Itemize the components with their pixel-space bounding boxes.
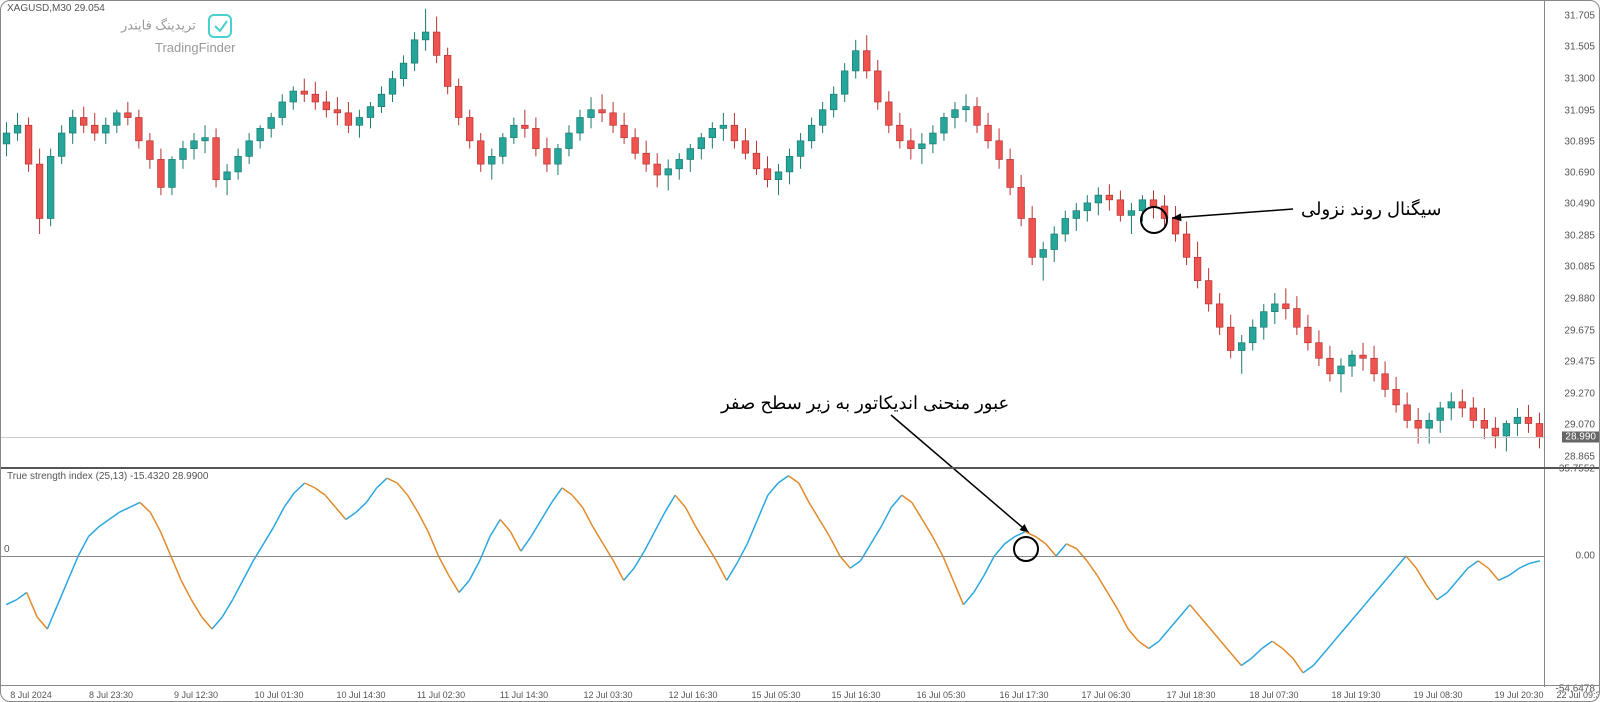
price-ytick: 30.490: [1564, 199, 1595, 210]
time-xtick: 10 Jul 14:30: [336, 690, 385, 700]
price-ytick: 29.070: [1564, 420, 1595, 431]
time-xtick: 11 Jul 02:30: [417, 690, 465, 700]
chart-container: XAGUSD,M30 29.054 تریدینگ فایندر Trading…: [0, 0, 1600, 702]
zero-line: [1, 556, 1544, 557]
tsi-chart: [1, 469, 1545, 689]
time-xtick: 22 Jul 09:30: [1556, 690, 1600, 700]
zero-label: 0: [4, 544, 10, 555]
price-ytick: 30.690: [1564, 168, 1595, 179]
price-y-axis: 28.990 31.705 31.505 31.300 31.095 30.895 30.…: [1543, 1, 1599, 467]
indicator-pane[interactable]: True strength index (25,13) -15.4320 28.…: [1, 467, 1545, 687]
time-xtick: 12 Jul 03:30: [583, 690, 632, 700]
time-xtick: 19 Jul 08:30: [1413, 690, 1462, 700]
time-xtick: 9 Jul 12:30: [174, 690, 218, 700]
time-x-axis: 8 Jul 2024 8 Jul 23:30 9 Jul 12:30 10 Jul 0…: [1, 685, 1600, 701]
current-price-line: [1, 437, 1544, 438]
price-ytick: 29.270: [1564, 388, 1595, 399]
time-xtick: 10 Jul 01:30: [254, 690, 303, 700]
price-ytick: 31.300: [1564, 73, 1595, 84]
circle-marker-price: [1140, 206, 1168, 234]
time-xtick: 12 Jul 16:30: [668, 690, 717, 700]
annotation-signal: سیگنال روند نزولی: [1301, 199, 1441, 220]
brand-logo: تریدینگ فایندر TradingFinder: [121, 11, 235, 55]
time-xtick: 17 Jul 06:30: [1081, 690, 1130, 700]
circle-marker-indicator: [1013, 536, 1039, 562]
logo-icon: [205, 11, 235, 41]
indicator-y-axis: 35.75520.00-54.6478: [1543, 467, 1599, 687]
price-ytick: 31.095: [1564, 105, 1595, 116]
price-ytick: 31.505: [1564, 41, 1595, 52]
price-ytick: 29.475: [1564, 357, 1595, 368]
time-xtick: 15 Jul 16:30: [831, 690, 880, 700]
symbol-label: XAGUSD,M30 29.054: [7, 3, 105, 14]
indicator-ytick: 0.00: [1576, 551, 1595, 562]
time-xtick: 11 Jul 14:30: [500, 690, 548, 700]
time-xtick: 18 Jul 19:30: [1331, 690, 1380, 700]
current-price-tag: 28.990: [1562, 432, 1599, 443]
time-xtick: 19 Jul 20:30: [1494, 690, 1543, 700]
price-ytick: 29.880: [1564, 294, 1595, 305]
time-xtick: 18 Jul 07:30: [1249, 690, 1298, 700]
time-xtick: 8 Jul 2024: [10, 690, 52, 700]
price-ytick: 30.285: [1564, 231, 1595, 242]
price-pane[interactable]: XAGUSD,M30 29.054 تریدینگ فایندر Trading…: [1, 1, 1545, 467]
time-xtick: 17 Jul 18:30: [1166, 690, 1215, 700]
annotation-cross: عبور منحنی اندیکاتور به زیر سطح صفر: [721, 393, 1009, 414]
price-ytick: 28.865: [1564, 451, 1595, 462]
price-ytick: 30.895: [1564, 136, 1595, 147]
indicator-ytick: 35.7552: [1559, 464, 1595, 475]
price-ytick: 30.085: [1564, 262, 1595, 273]
time-xtick: 16 Jul 05:30: [916, 690, 965, 700]
time-xtick: 15 Jul 05:30: [751, 690, 800, 700]
indicator-label: True strength index (25,13) -15.4320 28.…: [7, 471, 208, 482]
time-xtick: 8 Jul 23:30: [89, 690, 133, 700]
price-ytick: 31.705: [1564, 10, 1595, 21]
price-ytick: 29.675: [1564, 326, 1595, 337]
time-xtick: 16 Jul 17:30: [999, 690, 1048, 700]
